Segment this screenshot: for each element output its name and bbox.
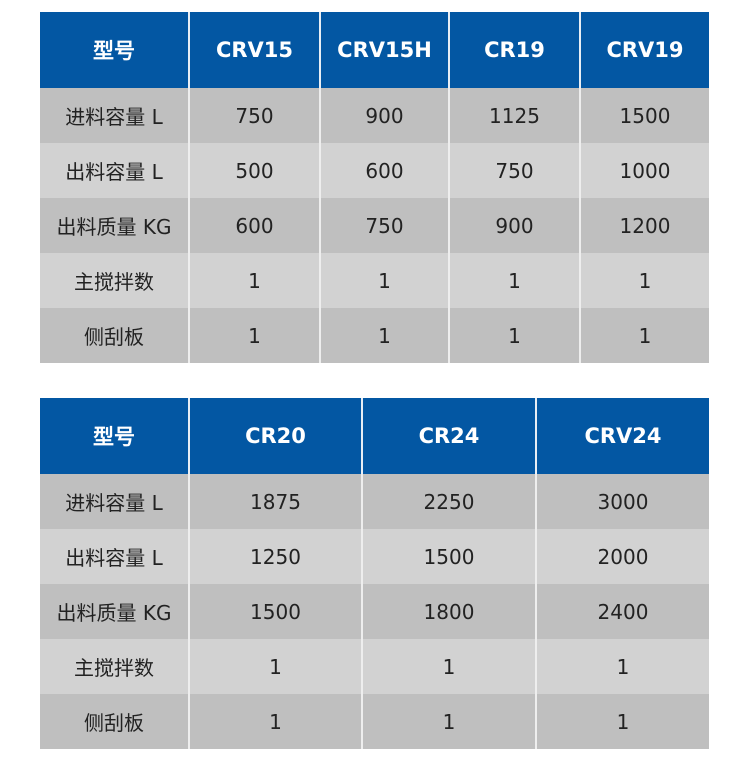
table-row: 进料容量 L 750 900 1125 1500 (40, 88, 709, 143)
value-cell: 500 (188, 143, 320, 198)
value-cell: 2000 (535, 529, 709, 584)
table-row: 进料容量 L 1875 2250 3000 (40, 474, 709, 529)
value-cell: 1 (319, 253, 449, 308)
header-cell: CR20 (188, 398, 362, 474)
row-label: 侧刮板 (40, 694, 189, 749)
value-cell: 1500 (188, 584, 362, 639)
value-cell: 2400 (535, 584, 709, 639)
value-cell: 1 (188, 694, 362, 749)
value-cell: 1000 (579, 143, 709, 198)
value-cell: 1 (448, 253, 580, 308)
row-label: 出料容量 L (40, 529, 189, 584)
spec-table-1: 型号 CRV15 CRV15H CR19 CRV19 进料容量 L 750 900 1125 15… (40, 12, 709, 363)
header-cell: 型号 (40, 398, 189, 474)
header-cell: CRV15H (319, 12, 449, 88)
value-cell: 600 (188, 198, 320, 253)
value-cell: 1500 (361, 529, 536, 584)
row-label: 进料容量 L (40, 474, 189, 529)
value-cell: 1125 (448, 88, 580, 143)
table-row: 出料容量 L 500 600 750 1000 (40, 143, 709, 198)
row-label: 主搅拌数 (40, 639, 189, 694)
table-row: 出料容量 L 1250 1500 2000 (40, 529, 709, 584)
value-cell: 900 (448, 198, 580, 253)
value-cell: 1875 (188, 474, 362, 529)
value-cell: 750 (448, 143, 580, 198)
value-cell: 1 (579, 308, 709, 363)
header-cell: CRV24 (535, 398, 709, 474)
value-cell: 900 (319, 88, 449, 143)
row-label: 出料质量 KG (40, 198, 189, 253)
value-cell: 3000 (535, 474, 709, 529)
value-cell: 750 (188, 88, 320, 143)
value-cell: 600 (319, 143, 449, 198)
value-cell: 1 (448, 308, 580, 363)
row-label: 主搅拌数 (40, 253, 189, 308)
header-cell: CRV19 (579, 12, 709, 88)
value-cell: 1 (188, 308, 320, 363)
row-label: 出料容量 L (40, 143, 189, 198)
value-cell: 1500 (579, 88, 709, 143)
value-cell: 1200 (579, 198, 709, 253)
value-cell: 750 (319, 198, 449, 253)
table-row: 主搅拌数 1 1 1 (40, 639, 709, 694)
header-cell: CRV15 (188, 12, 320, 88)
table-row: 主搅拌数 1 1 1 1 (40, 253, 709, 308)
row-label: 进料容量 L (40, 88, 189, 143)
value-cell: 1 (319, 308, 449, 363)
header-row: 型号 CRV15 CRV15H CR19 CRV19 (40, 12, 709, 88)
header-row: 型号 CR20 CR24 CRV24 (40, 398, 709, 474)
row-label: 侧刮板 (40, 308, 189, 363)
row-label: 出料质量 KG (40, 584, 189, 639)
value-cell: 1 (361, 694, 536, 749)
table-row: 侧刮板 1 1 1 1 (40, 308, 709, 363)
value-cell: 1250 (188, 529, 362, 584)
value-cell: 1 (188, 253, 320, 308)
table-row: 出料质量 KG 600 750 900 1200 (40, 198, 709, 253)
header-cell: CR24 (361, 398, 536, 474)
value-cell: 2250 (361, 474, 536, 529)
value-cell: 1800 (361, 584, 536, 639)
table-row: 出料质量 KG 1500 1800 2400 (40, 584, 709, 639)
value-cell: 1 (188, 639, 362, 694)
header-cell: 型号 (40, 12, 189, 88)
value-cell: 1 (579, 253, 709, 308)
table-row: 侧刮板 1 1 1 (40, 694, 709, 749)
value-cell: 1 (535, 639, 709, 694)
header-cell: CR19 (448, 12, 580, 88)
value-cell: 1 (361, 639, 536, 694)
value-cell: 1 (535, 694, 709, 749)
